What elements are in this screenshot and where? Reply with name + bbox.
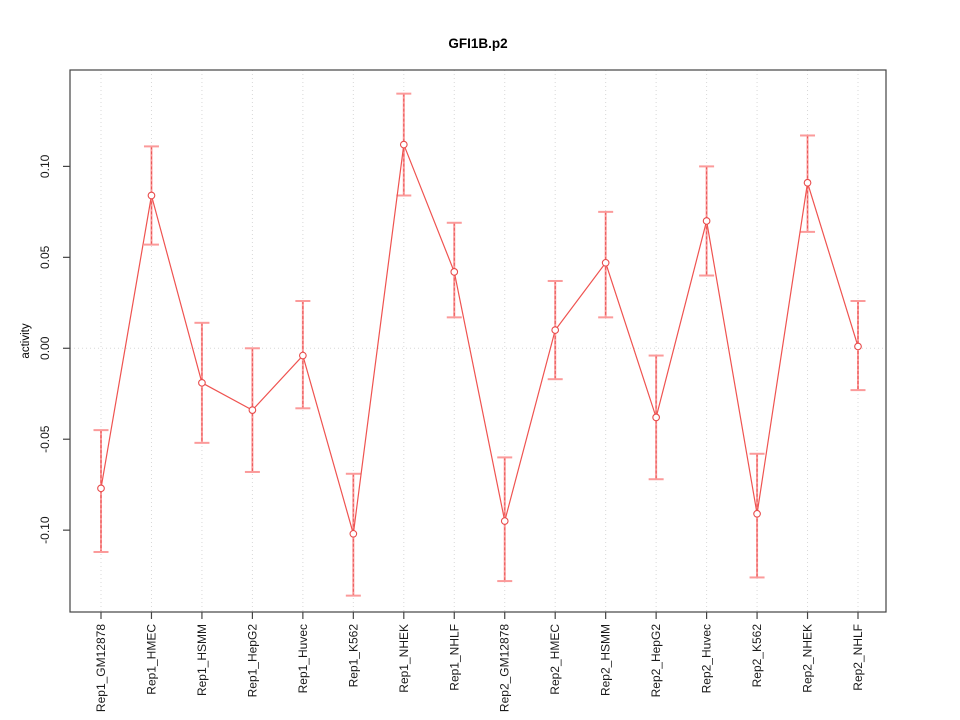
data-point-marker — [299, 351, 307, 360]
x-tick-label: Rep1_NHEK — [397, 624, 411, 693]
x-tick-label: Rep1_NHLF — [447, 624, 461, 691]
x-tick-label: Rep2_NHLF — [851, 624, 865, 691]
data-point-marker — [854, 342, 862, 351]
data-point-marker — [500, 517, 509, 525]
x-tick-label: Rep2_K562 — [750, 624, 764, 688]
data-point-marker — [652, 413, 660, 422]
data-point-marker — [97, 484, 105, 493]
data-point-marker — [450, 268, 459, 276]
x-tick-label: Rep2_HepG2 — [649, 624, 663, 698]
x-tick-label: Rep2_HMEC — [548, 624, 562, 695]
x-tick-label: Rep1_HSMM — [195, 624, 209, 696]
x-tick-label: Rep1_HepG2 — [245, 624, 259, 698]
data-point-marker — [753, 509, 761, 518]
data-point-marker — [601, 258, 610, 267]
x-tick-label: Rep2_HSMM — [599, 624, 613, 696]
data-point-marker — [803, 178, 812, 187]
x-tick-label: Rep2_NHEK — [801, 624, 815, 693]
y-tick-label: -0.10 — [38, 516, 52, 544]
x-tick-label: Rep1_HMEC — [144, 624, 158, 695]
data-point-marker — [198, 378, 206, 387]
x-tick-label: Rep1_GM12878 — [94, 624, 108, 712]
data-point-marker — [551, 326, 560, 334]
y-tick-label: 0.05 — [38, 245, 52, 269]
x-tick-label: Rep2_Huvec — [700, 624, 714, 693]
data-point-marker — [349, 529, 358, 538]
series-line — [100, 142, 859, 534]
data-point-marker — [147, 191, 156, 200]
plot-border — [69, 69, 887, 613]
x-tick-label: Rep1_K562 — [346, 624, 360, 688]
y-tick-label: 0.10 — [38, 154, 52, 178]
y-tick-label: -0.05 — [38, 425, 52, 453]
y-tick-label: 0.00 — [38, 336, 52, 360]
data-point-marker — [248, 406, 257, 414]
x-tick-label: Rep1_Huvec — [296, 624, 310, 693]
chart-title: GFI1B.p2 — [448, 36, 508, 51]
data-point-marker — [702, 217, 711, 225]
x-tick-label: Rep2_GM12878 — [498, 624, 512, 712]
data-point-marker — [399, 140, 408, 149]
